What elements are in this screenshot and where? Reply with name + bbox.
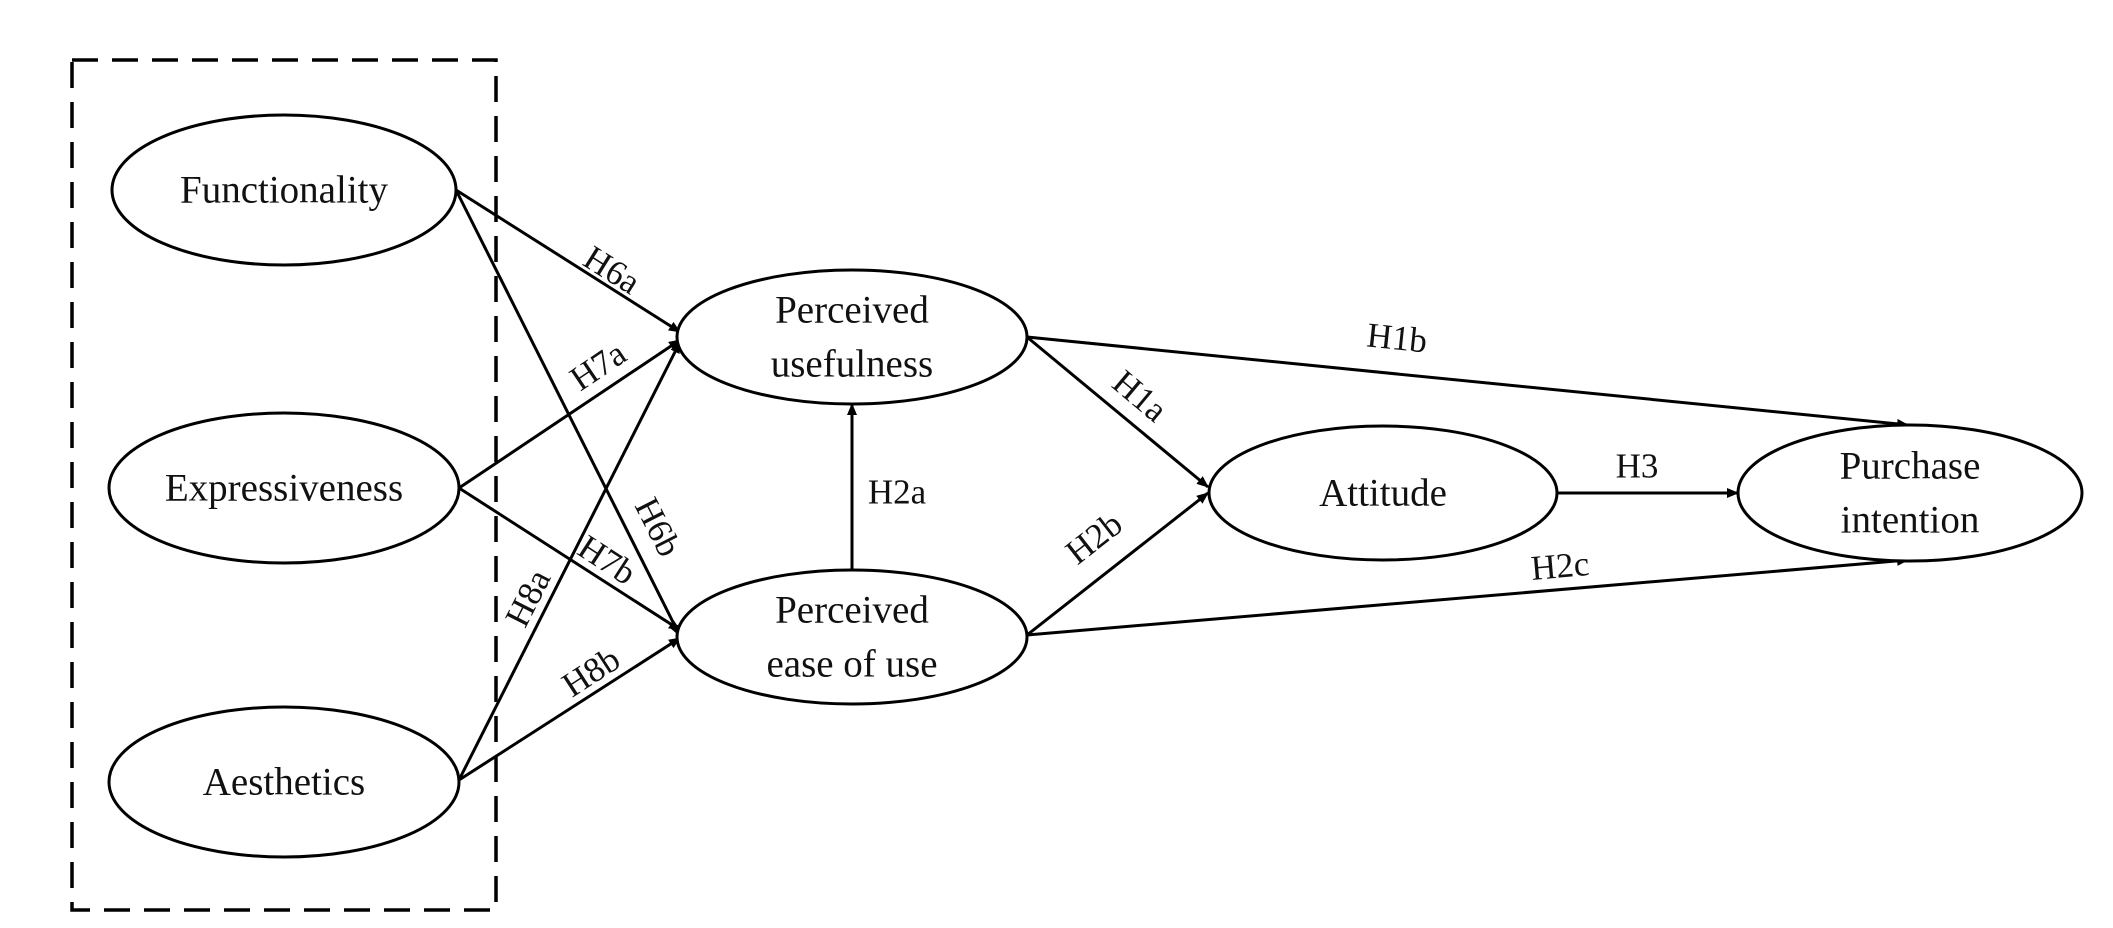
label-h2a: H2a [868,473,927,512]
node-expressiveness-shape [107,411,461,565]
label-h8b: H8b [555,639,627,705]
node-perceived-ease-of-use-shape [675,568,1029,706]
edge-h1a [1026,335,1209,489]
node-aesthetics-shape [107,705,461,859]
node-perceived-usefulness-shape [675,268,1029,406]
node-attitude-shape [1207,424,1559,562]
antecedents-group-frame [70,58,498,912]
node-expressiveness-label: Expressiveness [165,467,403,510]
edge-h1b [1026,335,1909,429]
node-attitude-label: Attitude [1319,472,1447,515]
node-expressiveness: Expressiveness [107,411,461,565]
label-h6a: H6a [577,238,648,302]
node-aesthetics: Aesthetics [107,705,461,859]
edge-h7a [458,338,681,490]
node-functionality-label: Functionality [180,169,388,212]
node-perceived-ease-of-use: Perceived ease of use [675,568,1029,706]
node-aesthetics-label: Aesthetics [203,761,365,804]
node-functionality: Functionality [110,113,458,267]
node-perceived-usefulness: Perceived usefulness [675,268,1029,406]
edges [454,188,1909,782]
node-purchase-intention-label-line2: intention [1841,499,1980,542]
edge-h6b [454,189,682,637]
node-purchase-intention: Purchase intention [1736,423,2084,563]
node-perceived-usefulness-label-line1: Perceived [775,289,929,332]
label-h1b: H1b [1365,315,1429,360]
edge-h2b [1026,491,1209,637]
label-h8a: H8a [497,563,558,633]
node-perceived-ease-of-use-label-line1: Perceived [775,589,929,632]
node-purchase-intention-shape [1736,423,2084,563]
label-h3: H3 [1616,447,1659,486]
edge-h2c [1026,555,1909,637]
label-h2c: H2c [1529,544,1590,588]
node-perceived-usefulness-label-line2: usefulness [771,343,933,386]
edge-h8b [458,636,681,782]
label-h7a: H7a [563,333,634,398]
edge-h6a [455,188,681,334]
node-purchase-intention-label-line1: Purchase [1840,445,1981,488]
node-functionality-shape [110,113,458,267]
edge-h8a [457,341,682,781]
label-h1a: H1a [1105,362,1175,430]
node-attitude: Attitude [1207,424,1559,562]
node-perceived-ease-of-use-label-line2: ease of use [766,643,937,686]
